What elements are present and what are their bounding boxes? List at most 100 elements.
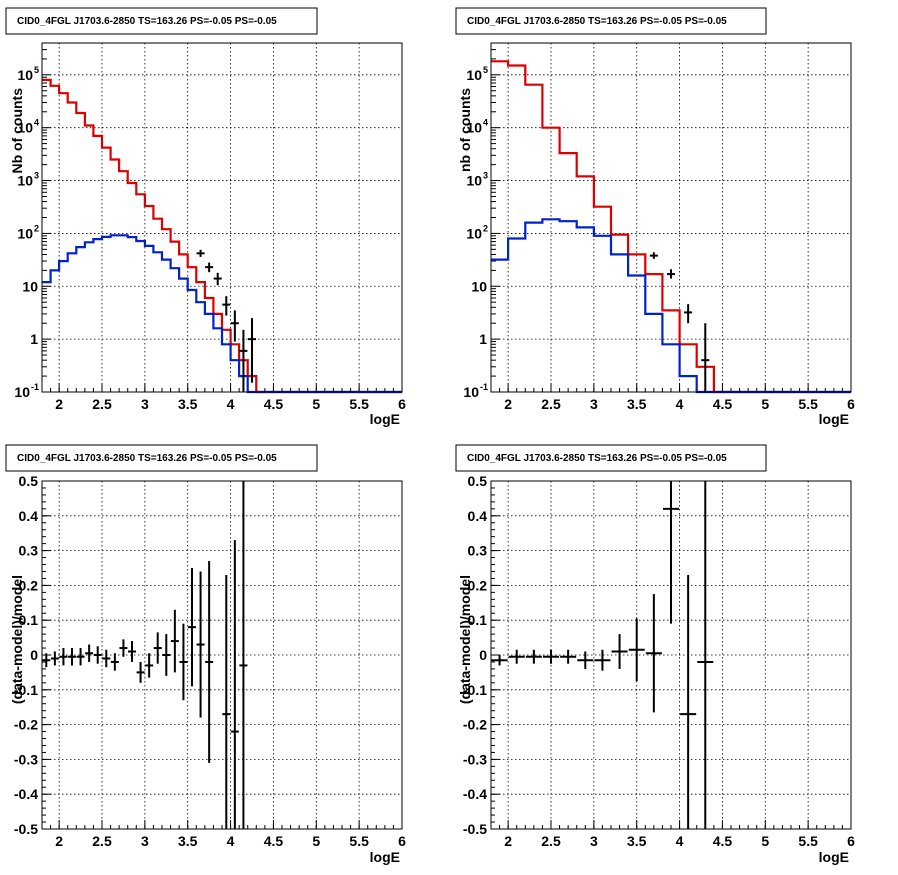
x-tick-label: 3.5 bbox=[178, 396, 198, 412]
y-tick-label: -0.2 bbox=[463, 717, 487, 733]
x-tick-label: 5.5 bbox=[349, 833, 369, 849]
x-tick-label: 3 bbox=[141, 396, 149, 412]
y-tick-label: 0.4 bbox=[468, 508, 488, 524]
chart-title: CID0_4FGL J1703.6-2850 TS=163.26 PS=-0.0… bbox=[467, 453, 727, 464]
x-tick-label: 6 bbox=[847, 396, 855, 412]
chart-panel-counts-right: CID0_4FGL J1703.6-2850 TS=163.26 PS=-0.0… bbox=[455, 7, 855, 427]
y-tick-label: 1 bbox=[479, 331, 487, 347]
y-axis-label: Nb of counts bbox=[9, 88, 25, 174]
chart-title: CID0_4FGL J1703.6-2850 TS=163.26 PS=-0.0… bbox=[17, 16, 277, 27]
y-tick-exponent: 3 bbox=[34, 171, 39, 181]
title-box bbox=[5, 7, 318, 35]
y-tick-label: 0 bbox=[479, 647, 487, 663]
x-tick-label: 4 bbox=[676, 833, 684, 849]
x-tick-label: 2.5 bbox=[541, 833, 561, 849]
y-axis-label: nb of counts bbox=[457, 88, 473, 172]
y-tick-exponent: 2 bbox=[483, 223, 488, 233]
x-tick-label: 2 bbox=[55, 833, 63, 849]
x-tick-label: 5 bbox=[312, 396, 320, 412]
x-tick-label: 5.5 bbox=[798, 833, 818, 849]
y-tick-label: 10 bbox=[14, 384, 30, 400]
x-axis-label: logE bbox=[819, 849, 849, 865]
y-tick-label: 10 bbox=[22, 278, 38, 294]
x-tick-label: 3 bbox=[141, 833, 149, 849]
title-box bbox=[455, 444, 767, 472]
y-tick-label: 0.5 bbox=[19, 473, 39, 489]
y-tick-label: -0.1 bbox=[463, 682, 487, 698]
y-tick-exponent: 5 bbox=[483, 65, 488, 75]
x-axis-label: logE bbox=[370, 411, 400, 427]
y-axis-label: (data-model)/model bbox=[9, 575, 25, 704]
y-tick-label: 0.2 bbox=[19, 577, 39, 593]
x-axis-label: logE bbox=[819, 411, 849, 427]
x-tick-label: 4.5 bbox=[264, 833, 284, 849]
plot-frame bbox=[490, 480, 852, 830]
y-tick-label: -0.5 bbox=[14, 821, 38, 837]
y-tick-exponent: -1 bbox=[480, 382, 488, 392]
y-tick-exponent: 4 bbox=[483, 118, 488, 128]
y-tick-label: 10 bbox=[17, 120, 33, 136]
y-tick-exponent: 4 bbox=[34, 118, 39, 128]
chart-panel-ratio-left: CID0_4FGL J1703.6-2850 TS=163.26 PS=-0.0… bbox=[5, 444, 406, 865]
chart-panel-ratio-right: CID0_4FGL J1703.6-2850 TS=163.26 PS=-0.0… bbox=[455, 444, 855, 865]
y-axis-label: (data-model)/model bbox=[457, 575, 473, 704]
y-tick-label: -0.4 bbox=[463, 786, 487, 802]
plot-frame bbox=[490, 42, 852, 393]
y-tick-label: 0.2 bbox=[468, 577, 488, 593]
x-tick-label: 5 bbox=[761, 833, 769, 849]
y-tick-label: -0.3 bbox=[14, 751, 38, 767]
chart-title: CID0_4FGL J1703.6-2850 TS=163.26 PS=-0.0… bbox=[467, 16, 727, 27]
x-tick-label: 2 bbox=[504, 396, 512, 412]
x-tick-label: 2 bbox=[504, 833, 512, 849]
x-tick-label: 2.5 bbox=[92, 396, 112, 412]
x-tick-label: 4 bbox=[227, 396, 235, 412]
x-tick-label: 5 bbox=[312, 833, 320, 849]
x-tick-label: 6 bbox=[398, 396, 406, 412]
x-tick-label: 5.5 bbox=[798, 396, 818, 412]
y-tick-label: 10 bbox=[17, 67, 33, 83]
y-tick-label: 10 bbox=[463, 384, 479, 400]
x-tick-label: 4 bbox=[676, 396, 684, 412]
y-tick-exponent: -1 bbox=[31, 382, 39, 392]
y-tick-label: 10 bbox=[17, 225, 33, 241]
x-tick-label: 4.5 bbox=[713, 396, 733, 412]
y-tick-label: 0.3 bbox=[468, 543, 488, 559]
x-axis-label: logE bbox=[370, 849, 400, 865]
y-tick-exponent: 5 bbox=[34, 65, 39, 75]
y-tick-label: 10 bbox=[466, 120, 482, 136]
x-tick-label: 5 bbox=[761, 396, 769, 412]
x-tick-label: 6 bbox=[847, 833, 855, 849]
y-tick-label: 1 bbox=[30, 331, 38, 347]
y-tick-label: 10 bbox=[466, 225, 482, 241]
x-tick-label: 6 bbox=[398, 833, 406, 849]
plot-frame bbox=[41, 42, 403, 393]
y-tick-exponent: 3 bbox=[483, 171, 488, 181]
x-tick-label: 3 bbox=[590, 396, 598, 412]
y-tick-label: -0.1 bbox=[14, 682, 38, 698]
x-tick-label: 2 bbox=[55, 396, 63, 412]
x-tick-label: 4.5 bbox=[713, 833, 733, 849]
y-tick-label: 0.1 bbox=[19, 612, 39, 628]
y-tick-label: -0.3 bbox=[463, 751, 487, 767]
y-tick-label: 0.1 bbox=[468, 612, 488, 628]
y-tick-label: -0.4 bbox=[14, 786, 38, 802]
x-tick-label: 4 bbox=[227, 833, 235, 849]
histogram-series-1 bbox=[491, 218, 851, 394]
title-box bbox=[5, 444, 318, 472]
x-tick-label: 2.5 bbox=[541, 396, 561, 412]
y-tick-label: -0.5 bbox=[463, 821, 487, 837]
x-tick-label: 3.5 bbox=[627, 396, 647, 412]
y-tick-label: 10 bbox=[471, 278, 487, 294]
chart-title: CID0_4FGL J1703.6-2850 TS=163.26 PS=-0.0… bbox=[17, 453, 277, 464]
y-tick-exponent: 2 bbox=[34, 223, 39, 233]
x-tick-label: 4.5 bbox=[264, 396, 284, 412]
y-tick-label: -0.2 bbox=[14, 717, 38, 733]
x-tick-label: 3.5 bbox=[627, 833, 647, 849]
y-tick-label: 10 bbox=[466, 67, 482, 83]
plot-frame bbox=[41, 480, 403, 830]
title-box bbox=[455, 7, 767, 35]
x-tick-label: 3 bbox=[590, 833, 598, 849]
y-tick-label: 0 bbox=[30, 647, 38, 663]
y-tick-label: 0.5 bbox=[468, 473, 488, 489]
